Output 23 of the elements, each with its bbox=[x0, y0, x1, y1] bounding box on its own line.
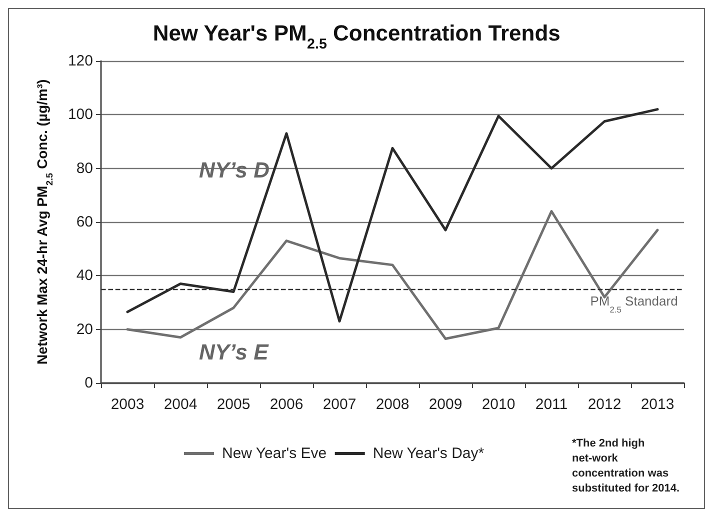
legend-label: New Year's Day* bbox=[372, 445, 484, 462]
x-tick-label: 2006 bbox=[270, 396, 304, 413]
y-axis-title: Network Max 24-hr Avg PM2.5 Conc. (µg/m³) bbox=[34, 79, 54, 364]
x-tick-label: 2004 bbox=[164, 396, 198, 413]
y-tick-label: 0 bbox=[84, 374, 93, 392]
y-tick-label: 80 bbox=[76, 160, 93, 177]
x-tick-label: 2012 bbox=[588, 396, 622, 413]
y-tick-label: 100 bbox=[68, 106, 93, 124]
x-tick-label: 2007 bbox=[322, 396, 356, 413]
x-tick-label: 2005 bbox=[216, 396, 250, 413]
x-tick-label: 2008 bbox=[376, 396, 410, 413]
x-tick-label: 2011 bbox=[535, 396, 568, 413]
x-tick-label: 2009 bbox=[428, 396, 462, 413]
y-tick-label: 40 bbox=[76, 267, 93, 284]
x-tick-label: 2010 bbox=[482, 396, 516, 413]
x-tick-label: 2013 bbox=[640, 396, 674, 413]
legend-label: New Year's Eve bbox=[222, 445, 327, 462]
y-tick-label: 20 bbox=[76, 320, 93, 338]
y-tick-label: 60 bbox=[76, 214, 93, 230]
y-tick-label: 120 bbox=[68, 52, 93, 70]
x-tick-label: 2003 bbox=[110, 396, 144, 413]
annotation: NY’s E bbox=[199, 340, 270, 364]
text: *The 2nd high net-work concentration was substituted for 2014. bbox=[572, 438, 680, 494]
